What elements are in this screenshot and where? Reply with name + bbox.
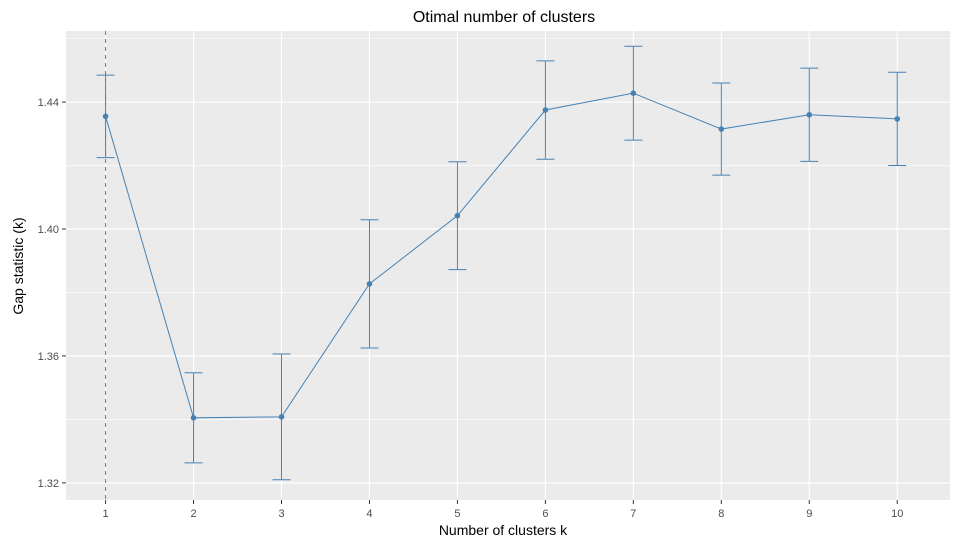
x-tick-label: 7 bbox=[630, 508, 636, 520]
x-tick-label: 9 bbox=[806, 508, 812, 520]
x-axis-title: Number of clusters k bbox=[439, 522, 568, 538]
tick-layer: 1.32 1.36 1.40 1.44 1 2 3 4 5 6 7 8 9 10 bbox=[38, 97, 904, 520]
series-line bbox=[105, 92, 898, 419]
data-point bbox=[806, 111, 813, 118]
y-tick-label: 1.44 bbox=[38, 97, 59, 109]
data-point bbox=[366, 281, 373, 287]
y-tick-label: 1.40 bbox=[38, 224, 59, 236]
y-tick-label: 1.32 bbox=[38, 478, 59, 490]
data-point bbox=[278, 414, 285, 420]
x-tick-label: 2 bbox=[190, 508, 196, 520]
data-point bbox=[102, 113, 109, 120]
x-tick-label: 8 bbox=[718, 508, 724, 520]
data-point bbox=[542, 107, 549, 113]
x-tick-label: 6 bbox=[542, 508, 548, 520]
y-tick-label: 1.36 bbox=[38, 351, 59, 363]
data-point bbox=[454, 212, 461, 219]
data-point bbox=[718, 126, 725, 132]
x-tick-label: 3 bbox=[278, 508, 284, 520]
chart-title: Otimal number of clusters bbox=[413, 9, 595, 26]
x-tick-label: 10 bbox=[891, 508, 903, 520]
x-tick-label: 4 bbox=[366, 508, 372, 520]
data-point bbox=[894, 116, 901, 122]
series-line-layer bbox=[105, 92, 898, 419]
y-axis-title: Gap statistic (k) bbox=[10, 217, 26, 314]
x-tick-label: 5 bbox=[454, 508, 460, 520]
plot-panel bbox=[66, 31, 950, 500]
data-point-layer bbox=[102, 90, 901, 421]
data-point bbox=[630, 90, 637, 96]
x-tick-label: 1 bbox=[103, 508, 109, 520]
data-point bbox=[190, 415, 197, 421]
